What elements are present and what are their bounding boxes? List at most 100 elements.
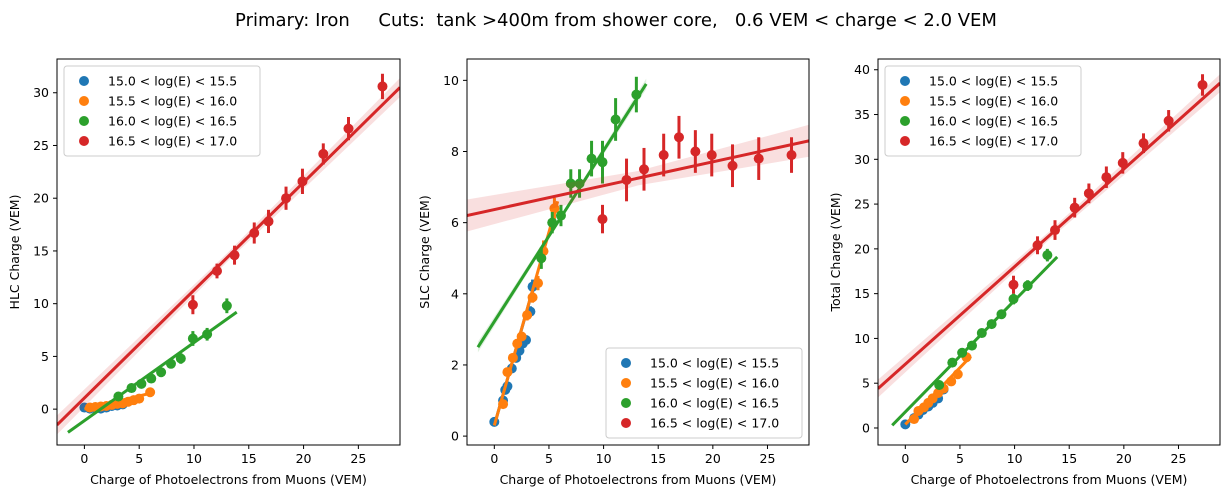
data-point bbox=[536, 253, 547, 264]
data-point bbox=[909, 414, 920, 425]
data-point bbox=[727, 160, 738, 171]
data-point bbox=[673, 132, 684, 143]
y-tick-label: 4 bbox=[451, 286, 459, 301]
x-tick-label: 0 bbox=[490, 451, 498, 466]
figure-title: Primary: Iron Cuts: tank >400m from show… bbox=[235, 10, 997, 31]
data-point bbox=[946, 376, 957, 387]
data-point bbox=[211, 265, 222, 276]
data-point bbox=[1008, 294, 1019, 305]
data-point bbox=[621, 174, 632, 185]
legend-label: 16.5 < log(E) < 17.0 bbox=[929, 134, 1058, 149]
x-tick-label: 10 bbox=[596, 451, 612, 466]
legend-marker bbox=[621, 398, 631, 408]
data-point bbox=[658, 150, 669, 161]
panel-2: 0 5 10 15 20 25 0 2 4 6 8 10 Charge of Photoelectron… bbox=[417, 58, 810, 487]
data-point bbox=[1022, 280, 1033, 291]
x-tick-label: 25 bbox=[350, 451, 366, 466]
x-tick-label: 15 bbox=[1061, 451, 1077, 466]
legend-marker bbox=[900, 96, 910, 106]
data-point bbox=[753, 153, 764, 164]
data-point bbox=[343, 123, 354, 134]
legend-marker bbox=[79, 136, 89, 146]
data-point bbox=[297, 176, 308, 187]
y-tick-label: 0 bbox=[41, 402, 49, 417]
data-point bbox=[934, 379, 945, 390]
x-tick-label: 0 bbox=[80, 451, 88, 466]
legend-frame bbox=[884, 65, 1082, 157]
data-point bbox=[1197, 79, 1208, 90]
y-tick-label: 35 bbox=[854, 107, 870, 122]
x-tick-label: 5 bbox=[545, 451, 553, 466]
legend-frame bbox=[63, 65, 261, 157]
y-tick-label: 0 bbox=[451, 429, 459, 444]
legend-marker bbox=[79, 96, 89, 106]
legend-label: 16.0 < log(E) < 16.5 bbox=[108, 114, 237, 129]
legend: 15.0 < log(E) < 15.5 15.5 < log(E) < 16.0… bbox=[884, 65, 1082, 157]
data-point bbox=[249, 228, 260, 239]
data-point bbox=[221, 300, 232, 311]
legend-label: 15.5 < log(E) < 16.0 bbox=[929, 94, 1058, 109]
x-axis-label: Charge of Photoelectrons from Muons (VEM… bbox=[500, 472, 777, 487]
regression-line bbox=[467, 139, 809, 218]
data-point bbox=[947, 357, 958, 368]
data-point bbox=[527, 292, 538, 303]
data-point bbox=[1042, 250, 1053, 261]
x-axis-label: Charge of Photoelectrons from Muons (VEM… bbox=[90, 472, 367, 487]
data-point bbox=[631, 89, 642, 100]
regression-line bbox=[57, 86, 400, 427]
legend-label: 15.0 < log(E) < 15.5 bbox=[108, 74, 237, 89]
legend-label: 16.0 < log(E) < 16.5 bbox=[650, 396, 779, 411]
y-tick-label: 10 bbox=[443, 73, 459, 88]
data-point bbox=[146, 373, 157, 384]
x-tick-label: 20 bbox=[1116, 451, 1132, 466]
y-tick-label: 25 bbox=[854, 197, 870, 212]
y-tick-label: 10 bbox=[33, 296, 49, 311]
x-tick-label: 25 bbox=[760, 451, 776, 466]
y-tick-label: 15 bbox=[33, 243, 49, 258]
y-tick-label: 25 bbox=[33, 138, 49, 153]
data-point bbox=[1050, 225, 1061, 236]
legend-marker bbox=[900, 76, 910, 86]
y-axis-label: HLC Charge (VEM) bbox=[7, 195, 22, 310]
data-point bbox=[377, 81, 388, 92]
axes-frame bbox=[56, 58, 401, 446]
legend-label: 15.0 < log(E) < 15.5 bbox=[929, 74, 1058, 89]
data-point bbox=[263, 216, 274, 227]
data-point bbox=[156, 367, 167, 378]
data-point bbox=[996, 309, 1007, 320]
y-tick-label: 30 bbox=[854, 152, 870, 167]
data-point bbox=[113, 391, 124, 402]
data-point bbox=[1163, 115, 1174, 126]
data-point bbox=[533, 278, 544, 289]
y-tick-label: 6 bbox=[451, 215, 459, 230]
x-tick-label: 10 bbox=[1007, 451, 1023, 466]
data-point bbox=[502, 367, 513, 378]
legend-label: 16.0 < log(E) < 16.5 bbox=[929, 114, 1058, 129]
data-point bbox=[318, 148, 329, 159]
data-point bbox=[498, 399, 509, 410]
legend-frame bbox=[605, 347, 803, 439]
legend-marker bbox=[621, 418, 631, 428]
data-point bbox=[1069, 202, 1080, 213]
data-point bbox=[136, 378, 147, 389]
data-point bbox=[586, 153, 597, 164]
data-point bbox=[966, 340, 977, 351]
y-tick-label: 30 bbox=[33, 85, 49, 100]
legend: 15.0 < log(E) < 15.5 15.5 < log(E) < 16.0… bbox=[605, 347, 803, 439]
y-tick-label: 2 bbox=[451, 357, 459, 372]
data-point bbox=[1008, 279, 1019, 290]
data-point bbox=[555, 210, 566, 221]
plot-content bbox=[467, 76, 809, 427]
data-point bbox=[516, 331, 527, 342]
y-tick-label: 8 bbox=[451, 144, 459, 159]
data-point bbox=[786, 150, 797, 161]
data-point bbox=[187, 299, 198, 310]
data-point bbox=[565, 178, 576, 189]
x-tick-label: 5 bbox=[956, 451, 964, 466]
y-axis-label: SLC Charge (VEM) bbox=[417, 195, 432, 308]
data-point bbox=[281, 193, 292, 204]
x-tick-label: 10 bbox=[186, 451, 202, 466]
regression-line bbox=[878, 82, 1220, 390]
data-point bbox=[952, 369, 963, 380]
